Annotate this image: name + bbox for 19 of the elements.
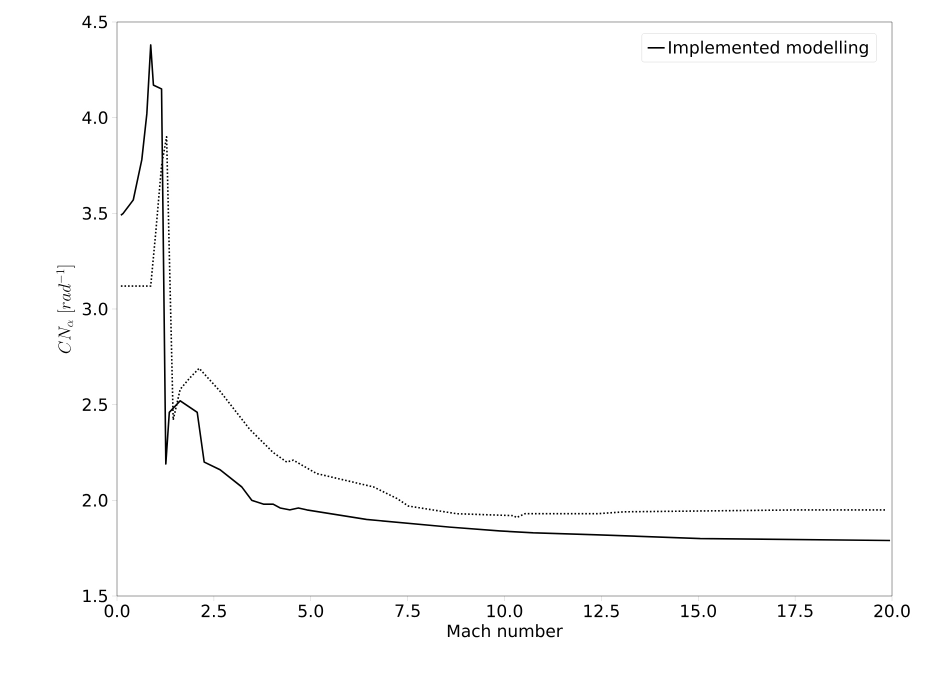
y-tick-label: 4.5 [82, 16, 107, 28]
legend-label: Implemented modelling [669, 40, 868, 58]
y-axis-title: $CN_{\alpha}\ [rad^{-1}]$ [56, 266, 75, 354]
x-tick-label: 15.0 [681, 604, 716, 618]
y-tick-label: 3.0 [82, 302, 108, 316]
x-axis-title: Mach number [448, 624, 563, 638]
x-tick-label: 0.0 [104, 604, 130, 618]
y-tick-label: 2.0 [82, 494, 108, 507]
x-tick-label: 7.5 [396, 604, 420, 618]
y-tick-label: 4.0 [82, 111, 108, 124]
x-tick-label: 12.5 [584, 604, 619, 618]
x-tick-label: 17.5 [778, 604, 813, 618]
x-tick-label: 2.5 [202, 604, 226, 618]
y-tick-label: 3.5 [82, 206, 107, 220]
x-tick-label: 5.0 [298, 604, 324, 618]
y-tick-label: 2.5 [82, 398, 107, 412]
y-tick-label: 1.5 [83, 590, 107, 602]
x-tick-label: 20.0 [874, 604, 910, 618]
x-tick-label: 10.0 [488, 604, 522, 618]
